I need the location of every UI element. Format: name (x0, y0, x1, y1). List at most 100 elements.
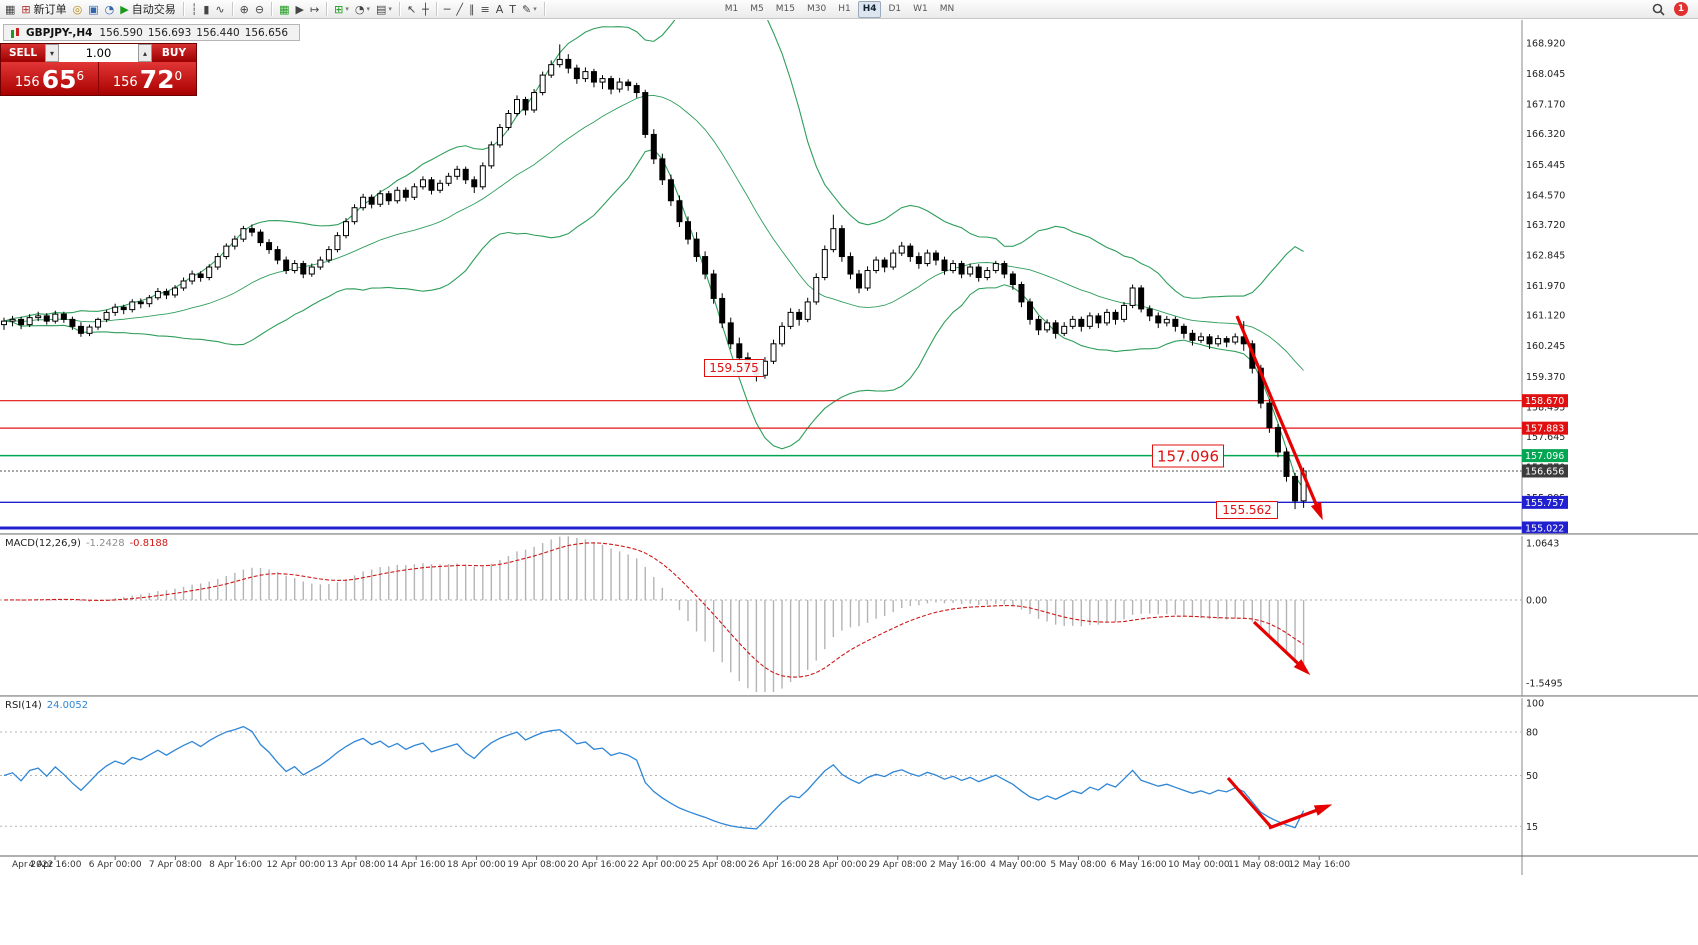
svg-text:159.370: 159.370 (1526, 372, 1565, 383)
zoom-out-icon[interactable]: ⊖ (254, 2, 265, 16)
toolbar-separator (543, 2, 545, 16)
svg-text:2 May 16:00: 2 May 16:00 (930, 860, 986, 870)
trend-arrow[interactable] (1235, 315, 1323, 517)
timeframe-w1[interactable]: W1 (913, 3, 928, 14)
price-label-annotation[interactable]: 155.562 (1216, 501, 1278, 519)
svg-text:Apr 2022: Apr 2022 (12, 860, 53, 870)
buy-price-display[interactable]: 156 72 0 (112, 65, 183, 94)
volume-increase-button[interactable]: ▴ (138, 44, 152, 62)
macd-signal-value: -0.8188 (129, 538, 169, 549)
chart-shift-icon[interactable]: ↦ (309, 2, 320, 16)
svg-text:165.445: 165.445 (1526, 160, 1565, 171)
line-chart-icon[interactable]: ∿ (215, 2, 225, 16)
price-label-annotation[interactable]: 157.096 (1152, 444, 1224, 468)
cursor-icon[interactable]: ↖ (406, 2, 417, 16)
zoom-in-icon[interactable]: ⊕ (239, 2, 249, 16)
svg-text:0.00: 0.00 (1526, 596, 1547, 607)
svg-text:28 Apr 00:00: 28 Apr 00:00 (808, 860, 867, 870)
chevron-down-icon: ▾ (533, 5, 537, 13)
template-icon[interactable]: ▤ ▾ (376, 2, 392, 16)
channel-icon[interactable]: ∥ (469, 2, 475, 16)
svg-text:12 May 16:00: 12 May 16:00 (1288, 860, 1350, 870)
text-icon[interactable]: A (495, 2, 504, 16)
svg-text:8 Apr 16:00: 8 Apr 16:00 (209, 860, 262, 870)
macd-axis: 1.0643 0.00 -1.5495 (1526, 538, 1563, 689)
svg-text:4 May 00:00: 4 May 00:00 (990, 860, 1046, 870)
new-order-button[interactable]: ⊞ 新订单 (21, 2, 67, 17)
svg-text:168.045: 168.045 (1526, 69, 1565, 80)
fibonacci-icon[interactable]: ≡ (480, 2, 490, 16)
candlestick-chart-icon[interactable]: ▮ (203, 2, 210, 16)
svg-text:161.970: 161.970 (1526, 281, 1565, 292)
timeframe-m1[interactable]: M1 (724, 3, 739, 14)
svg-text:10 May 00:00: 10 May 00:00 (1168, 860, 1230, 870)
ohlc-low: 156.440 (196, 26, 240, 39)
auto-scroll-icon[interactable]: ▶ (295, 2, 304, 16)
toolbar-separator (182, 2, 184, 16)
horizontal-lines[interactable] (0, 400, 1522, 530)
autotrading-button[interactable]: ▶ 自动交易 (120, 2, 176, 17)
trend-arrow[interactable] (1226, 776, 1273, 829)
svg-text:161.120: 161.120 (1526, 311, 1565, 322)
timeframe-m5[interactable]: M5 (750, 3, 764, 14)
volume-input[interactable]: 1.00 (59, 44, 138, 62)
timeframe-d1[interactable]: D1 (888, 3, 902, 14)
timeframe-h1[interactable]: H1 (838, 3, 851, 14)
panel-dividers[interactable] (0, 533, 1698, 857)
toolbar-separator (398, 2, 400, 16)
chart-window-icon[interactable]: ▦ (5, 2, 16, 16)
price-label-annotation[interactable]: 159.575 (704, 359, 764, 377)
volume-decrease-button[interactable]: ▾ (45, 44, 59, 62)
marketwatch-icon[interactable]: ◎ (72, 2, 83, 16)
svg-text:160.245: 160.245 (1526, 341, 1565, 352)
svg-text:15: 15 (1526, 822, 1538, 833)
svg-text:164.570: 164.570 (1526, 190, 1565, 201)
timeframe-bar: M1 M5 M15 M30 H1 H4 D1 W1 MN (719, 0, 961, 18)
timeframe-m15[interactable]: M15 (775, 3, 795, 14)
trend-arrows[interactable] (1226, 315, 1333, 830)
toolbar-separator (231, 2, 233, 16)
ohlc-open: 156.590 (99, 26, 143, 39)
svg-text:100: 100 (1526, 699, 1544, 710)
svg-text:7 Apr 08:00: 7 Apr 08:00 (149, 860, 202, 870)
rsi-header: RSI(14) 24.0052 (5, 700, 88, 711)
chevron-down-icon: ▾ (388, 5, 392, 13)
svg-text:6 Apr 00:00: 6 Apr 00:00 (89, 860, 142, 870)
sell-price-display[interactable]: 156 65 6 (1, 62, 99, 95)
sell-button[interactable]: SELL (1, 44, 45, 62)
svg-text:29 Apr 08:00: 29 Apr 08:00 (868, 860, 927, 870)
svg-text:20 Apr 16:00: 20 Apr 16:00 (567, 860, 626, 870)
svg-text:157.883: 157.883 (1525, 424, 1564, 435)
search-icon[interactable] (1652, 3, 1665, 16)
timeframe-m30[interactable]: M30 (806, 3, 827, 14)
bar-chart-icon[interactable]: ┆ (190, 2, 198, 16)
price-axis: 168.920 168.045 167.170 166.320 165.445 164.5… (1521, 20, 1565, 875)
terminal-icon[interactable]: ◔ (104, 2, 115, 16)
trendline-icon[interactable]: ╱ (456, 2, 464, 16)
svg-text:163.720: 163.720 (1526, 220, 1565, 231)
tile-windows-icon[interactable]: ▦ (279, 2, 290, 16)
svg-text:167.170: 167.170 (1526, 100, 1565, 111)
buy-button[interactable]: BUY (152, 44, 196, 62)
ohlc-close: 156.656 (244, 26, 289, 39)
new-chart-icon[interactable]: ⊞ ▾ (334, 2, 349, 16)
period-icon[interactable]: ◔ ▾ (354, 2, 371, 16)
svg-text:50: 50 (1526, 771, 1538, 782)
svg-text:6 May 16:00: 6 May 16:00 (1111, 860, 1167, 870)
price-tag-155.757: 155.757 (1522, 495, 1568, 509)
horizontal-line-icon[interactable]: ─ (443, 2, 451, 16)
timeframe-h4[interactable]: H4 (857, 0, 882, 18)
toolbar-separator (271, 2, 273, 16)
svg-text:25 Apr 08:00: 25 Apr 08:00 (688, 860, 747, 870)
text-label-icon[interactable]: T (509, 2, 517, 16)
notification-badge[interactable]: 1 (1674, 2, 1688, 16)
price-tag-157.096: 157.096 (1522, 449, 1568, 463)
timeframe-mn[interactable]: MN (939, 3, 955, 14)
toolbar-right: 1 (1652, 2, 1688, 16)
navigator-icon[interactable]: ▣ (88, 2, 99, 16)
svg-text:166.320: 166.320 (1526, 129, 1565, 140)
toolbar-separator (435, 2, 437, 16)
arrows-tool-icon[interactable]: ✎ ▾ (522, 2, 537, 16)
crosshair-icon[interactable]: ┼ (422, 2, 429, 16)
